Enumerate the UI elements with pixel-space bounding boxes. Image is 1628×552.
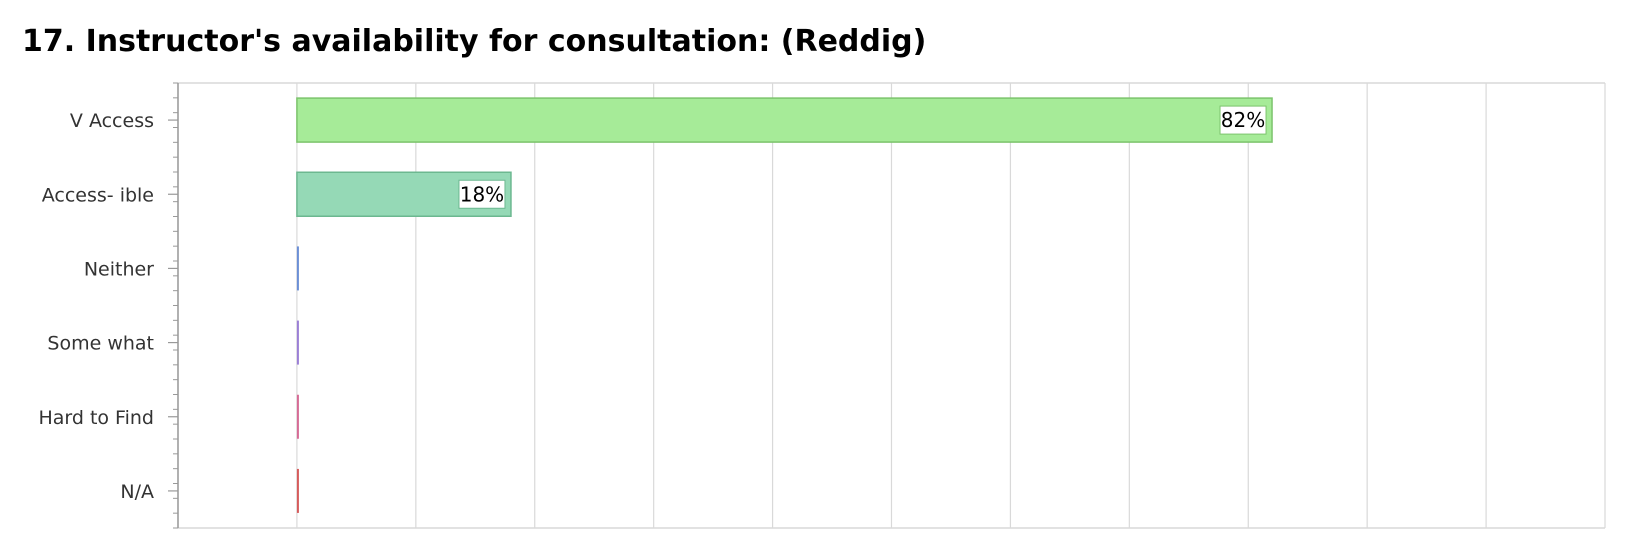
category-label: Some what xyxy=(47,333,154,355)
category-label: Hard to Find xyxy=(38,407,154,429)
y-axis xyxy=(168,82,179,529)
bar xyxy=(296,97,1273,143)
bars xyxy=(296,97,1273,513)
bar xyxy=(296,468,299,513)
page-title: 17. Instructor's availability for consul… xyxy=(22,24,927,59)
data-label: 18% xyxy=(458,179,506,209)
data-label-text: 82% xyxy=(1221,108,1265,132)
bar xyxy=(296,394,299,439)
data-label: 82% xyxy=(1219,105,1267,135)
gridlines xyxy=(177,82,1606,529)
category-label: N/A xyxy=(120,481,154,503)
data-label-text: 18% xyxy=(460,182,504,206)
category-label: V Access xyxy=(70,110,154,132)
data-label-box xyxy=(458,179,506,209)
bar xyxy=(296,246,299,291)
category-labels: V Access Access- ible Neither Some what Hard… xyxy=(38,110,154,503)
category-label: Neither xyxy=(84,258,154,280)
bar xyxy=(296,320,299,365)
data-labels: 82% 18% xyxy=(458,105,1267,209)
data-label-box xyxy=(1219,105,1267,135)
category-label: Access- ible xyxy=(42,184,154,206)
